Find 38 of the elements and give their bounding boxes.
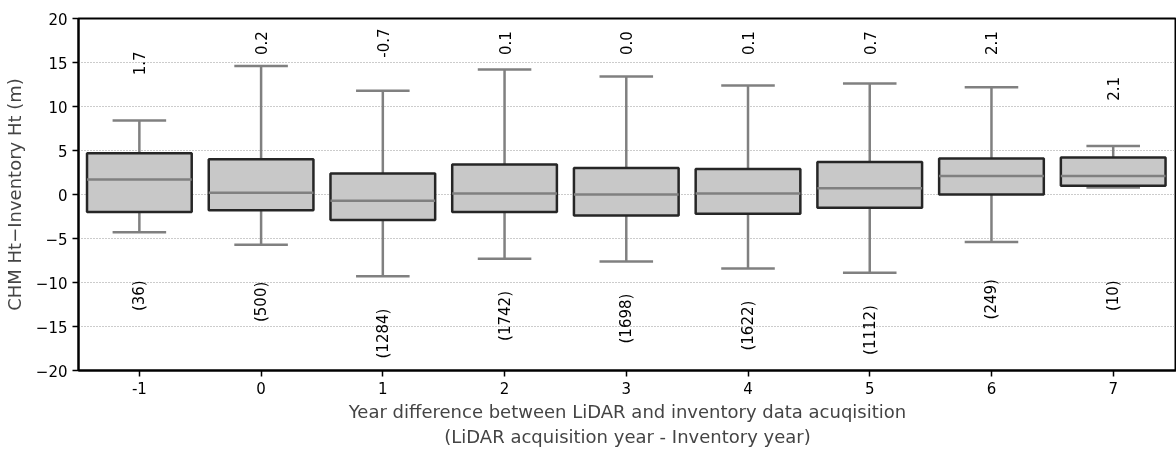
annotation: 0.0 xyxy=(618,31,637,56)
x-tick-label: 6 xyxy=(986,379,997,398)
annotation: (1742) xyxy=(495,290,514,341)
y-axis-title: CHM Ht−Inventory Ht (m) xyxy=(3,78,25,311)
annotation: (10) xyxy=(1104,280,1123,312)
x-tick-label: 0 xyxy=(256,379,266,398)
x-tick-label: -1 xyxy=(131,379,147,398)
annotation: 0.1 xyxy=(740,31,759,56)
annotation: 0.1 xyxy=(496,31,515,56)
annotation: -0.7 xyxy=(374,28,393,58)
y-tick-label: −15 xyxy=(35,318,68,337)
x-tick-label: 7 xyxy=(1108,379,1118,398)
annotation: 2.1 xyxy=(1105,76,1124,101)
x-tick-label: 2 xyxy=(499,379,510,398)
annotation: (249) xyxy=(982,279,1001,320)
x-tick-label: 5 xyxy=(864,379,875,398)
annotation: 0.7 xyxy=(861,31,880,56)
x-axis-title: Year difference between LiDAR and inventory data acuqisition (LiDAR acquisition year - Inventory year) xyxy=(347,400,907,447)
y-tick-label: −5 xyxy=(45,230,68,249)
y-tick-label: 15 xyxy=(48,54,68,73)
y-tick-label: 20 xyxy=(48,10,68,29)
annotation: (1112) xyxy=(860,305,879,355)
y-tick-label: 5 xyxy=(57,142,68,161)
annotation: (36) xyxy=(130,280,149,312)
x-tick-label: 4 xyxy=(743,379,753,398)
annotation: (1622) xyxy=(739,300,758,351)
annotation: (500) xyxy=(252,281,271,323)
y-tick-label: −10 xyxy=(35,274,68,293)
y-tick-label: 10 xyxy=(48,98,68,117)
annotation: (1698) xyxy=(617,293,636,344)
x-tick-label: 1 xyxy=(378,379,388,398)
annotation: 2.1 xyxy=(983,31,1002,56)
annotation: (1284) xyxy=(373,308,392,359)
y-tick-label: −20 xyxy=(35,362,68,381)
y-tick-label: 0 xyxy=(57,186,68,205)
annotation: 1.7 xyxy=(131,51,150,76)
annotation: 0.2 xyxy=(253,31,272,56)
x-tick-label: 3 xyxy=(621,379,632,398)
